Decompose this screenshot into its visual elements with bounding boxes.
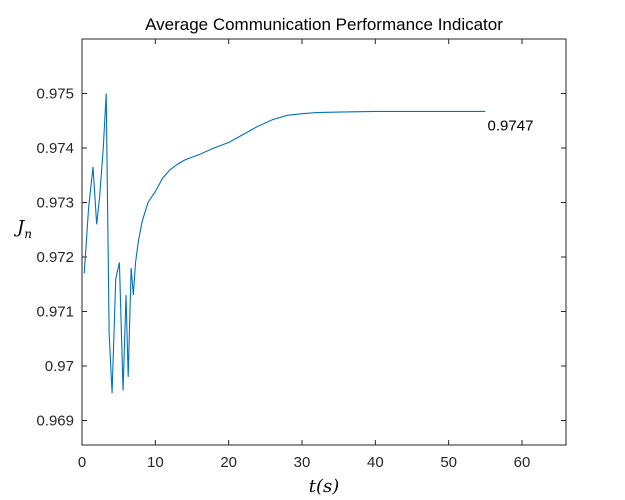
series-line — [83, 93, 486, 394]
x-tick-label: 50 — [440, 454, 457, 471]
end-value-annotation: 0.9747 — [488, 118, 534, 135]
y-axis-label-main: J — [13, 217, 26, 238]
y-tick-label: 0.97 — [45, 358, 74, 375]
plot-frame — [81, 38, 567, 446]
x-tick-label: 10 — [147, 454, 164, 471]
x-tick-label: 30 — [294, 454, 311, 471]
x-tick-label: 0 — [78, 454, 86, 471]
x-axis-ticks: 0 10 20 30 40 50 60 — [78, 39, 531, 471]
x-tick-label: 60 — [514, 454, 531, 471]
y-tick-label: 0.975 — [36, 85, 74, 102]
y-tick-label: 0.974 — [36, 140, 74, 157]
y-tick-label: 0.971 — [36, 303, 74, 320]
y-tick-label: 0.969 — [36, 412, 74, 429]
x-tick-label: 40 — [367, 454, 384, 471]
y-tick-label: 0.972 — [36, 249, 74, 266]
y-axis-label: Jn — [13, 217, 32, 241]
y-axis-ticks: 0.969 0.97 0.971 0.972 0.973 0.974 0.975 — [36, 85, 566, 429]
y-tick-label: 0.973 — [36, 194, 74, 211]
chart-title: Average Communication Performance Indica… — [145, 15, 503, 34]
x-axis-label: t(s) — [309, 476, 340, 497]
x-tick-label: 20 — [220, 454, 237, 471]
y-axis-label-subscript: n — [24, 227, 32, 241]
